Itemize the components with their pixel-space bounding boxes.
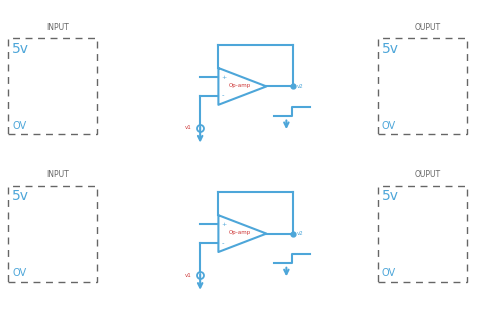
Text: v1: v1 bbox=[185, 273, 192, 277]
Text: OUPUT: OUPUT bbox=[414, 170, 440, 179]
Text: OV: OV bbox=[382, 121, 396, 131]
Text: 5v: 5v bbox=[382, 42, 399, 56]
Text: Op-amp: Op-amp bbox=[229, 83, 251, 88]
Text: v2: v2 bbox=[297, 231, 303, 236]
Text: +: + bbox=[221, 75, 227, 80]
Text: -: - bbox=[221, 92, 224, 99]
Text: OUPUT: OUPUT bbox=[414, 23, 440, 32]
Text: -: - bbox=[221, 240, 224, 246]
Text: 5v: 5v bbox=[12, 42, 29, 56]
Text: 5v: 5v bbox=[12, 189, 29, 203]
Text: INPUT: INPUT bbox=[46, 23, 69, 32]
Text: Op-amp: Op-amp bbox=[229, 230, 251, 235]
Text: v1: v1 bbox=[185, 125, 192, 130]
Text: OV: OV bbox=[382, 268, 396, 278]
Text: OV: OV bbox=[12, 121, 26, 131]
Text: INPUT: INPUT bbox=[46, 170, 69, 179]
Text: v2: v2 bbox=[297, 84, 303, 89]
Text: 5v: 5v bbox=[382, 189, 399, 203]
Text: OV: OV bbox=[12, 268, 26, 278]
Text: +: + bbox=[221, 222, 227, 227]
